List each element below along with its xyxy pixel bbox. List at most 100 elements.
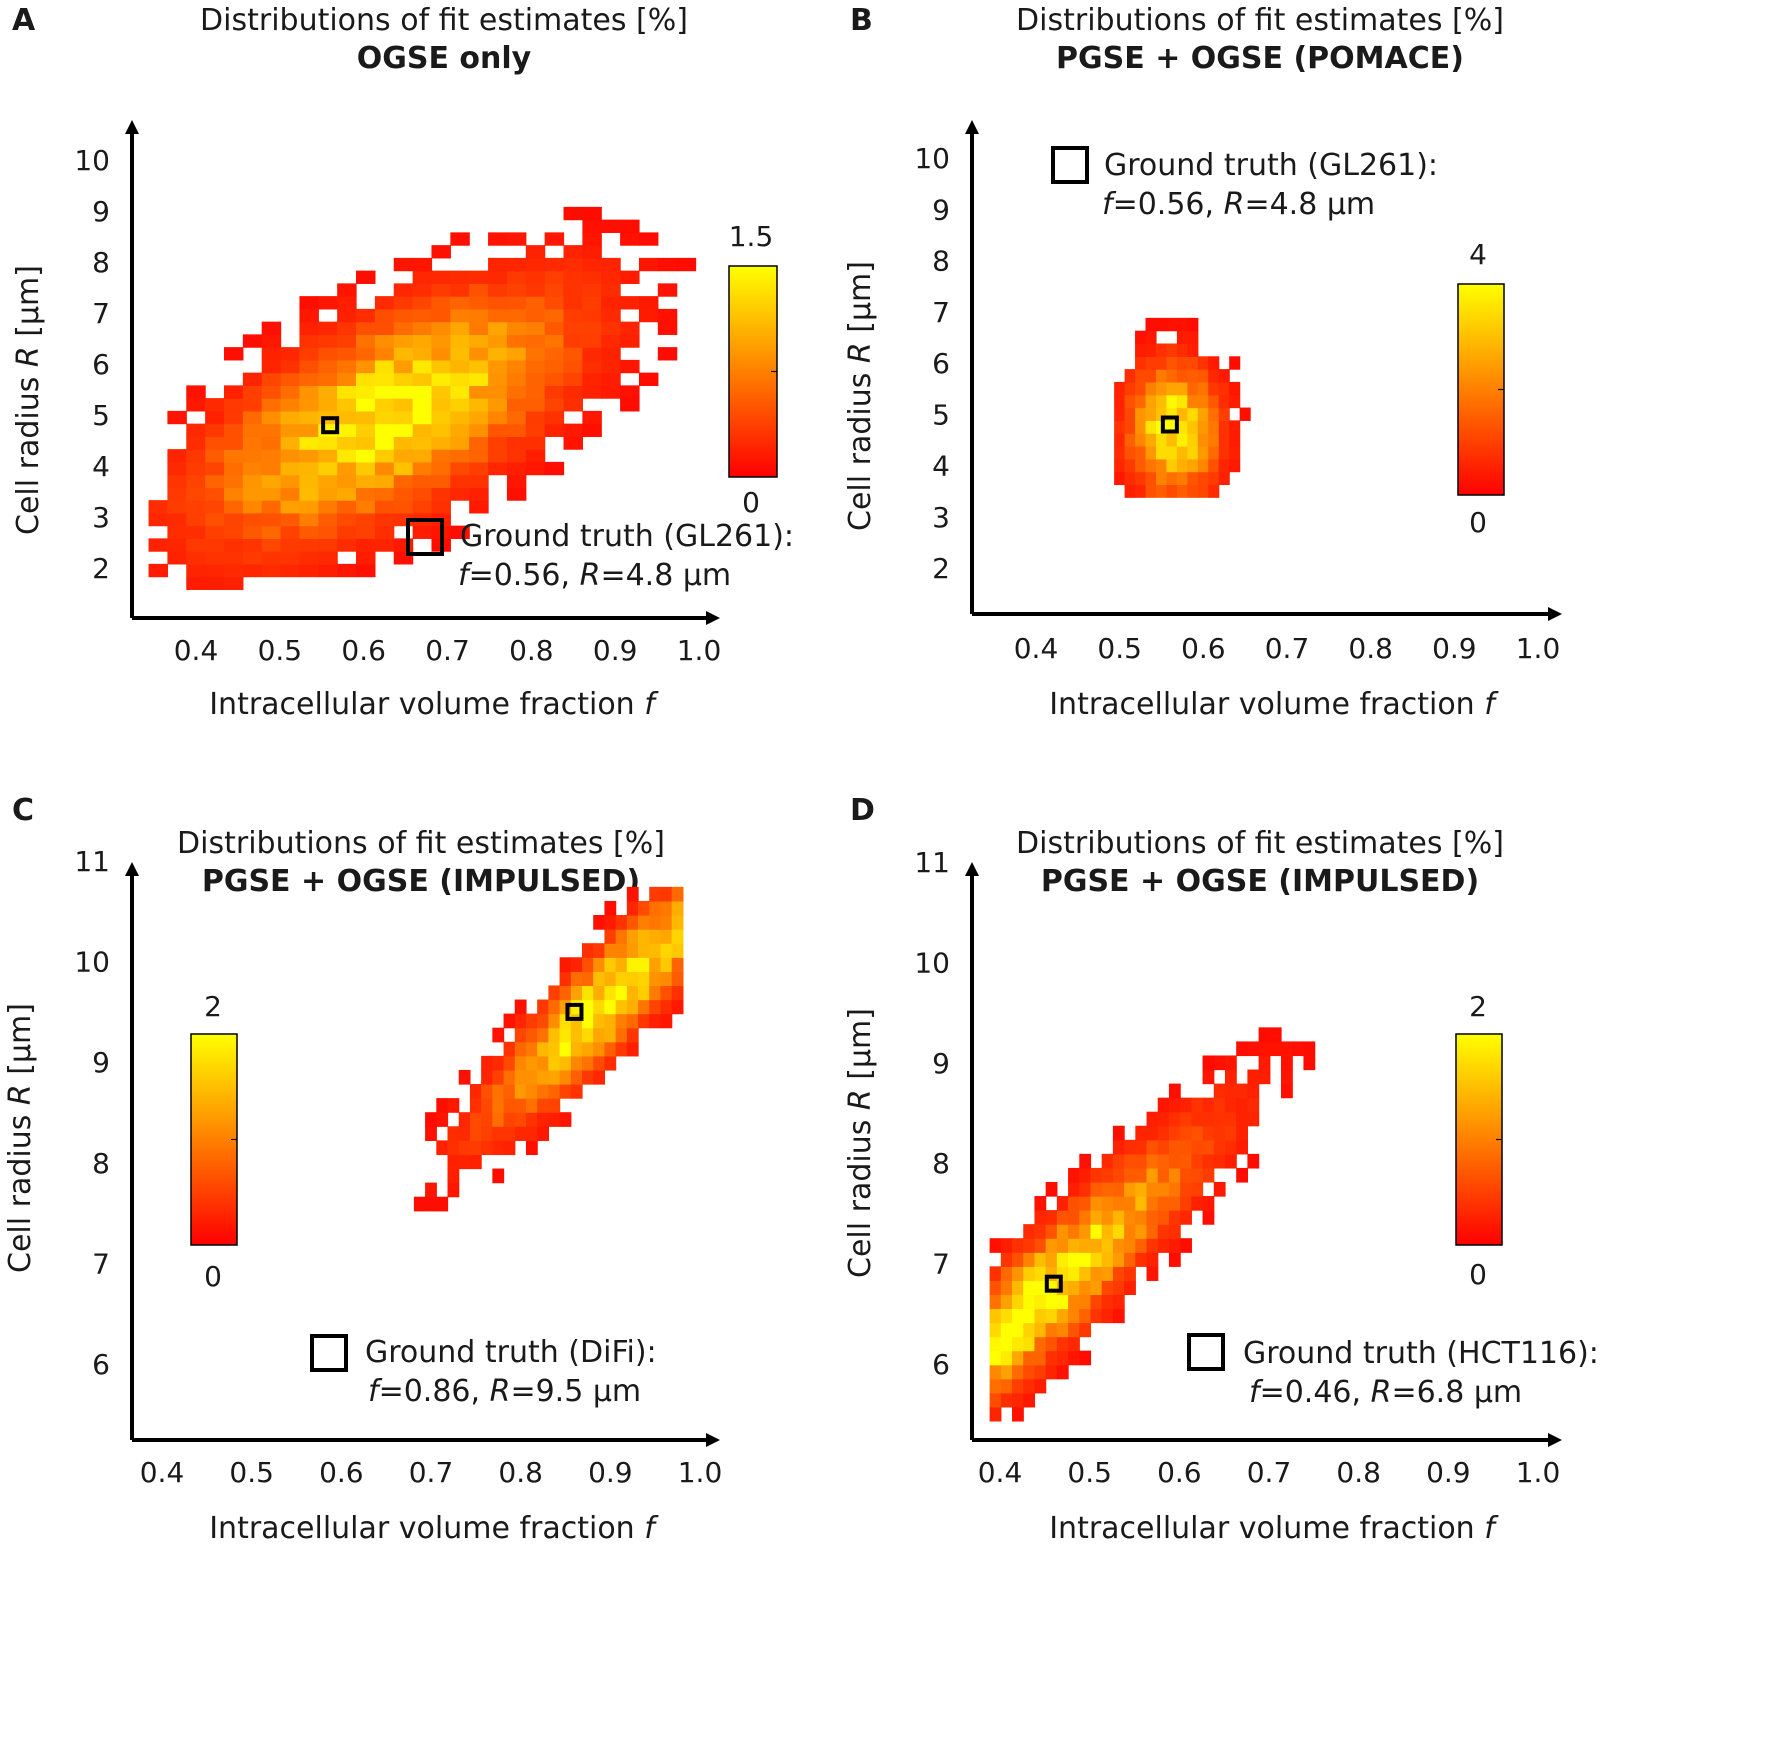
heatmap-cell xyxy=(559,1041,572,1057)
heatmap-cell xyxy=(1034,1224,1047,1239)
heatmap-cell xyxy=(638,943,650,958)
heatmap-cell xyxy=(1191,1196,1204,1211)
heatmap-cell xyxy=(657,347,678,361)
x-tick-label: 0.7 xyxy=(409,1456,454,1489)
y-tick-label: 9 xyxy=(932,1047,950,1080)
heatmap-cell xyxy=(261,525,282,539)
heatmap-cell xyxy=(374,423,395,437)
heatmap-cell xyxy=(488,449,508,463)
heatmap-cell xyxy=(638,915,650,930)
heatmap-cell xyxy=(544,257,565,272)
heatmap-cell xyxy=(1034,1378,1047,1394)
heatmap-cell xyxy=(1166,356,1178,370)
heatmap-cell xyxy=(638,999,650,1015)
heatmap-cell xyxy=(261,449,282,463)
heatmap-cell xyxy=(1157,1139,1170,1155)
heatmap-cell xyxy=(393,487,414,501)
legend-marker xyxy=(1051,146,1089,184)
heatmap-cell xyxy=(299,436,319,450)
heatmap-cell xyxy=(280,347,301,361)
heatmap-cell xyxy=(469,436,489,450)
heatmap-cell xyxy=(1068,1210,1080,1225)
heatmap-cell xyxy=(356,385,376,399)
heatmap-cell xyxy=(1166,471,1178,486)
heatmap-cell xyxy=(318,398,338,412)
heatmap-cell xyxy=(1146,1167,1159,1183)
y-axis-arrow xyxy=(965,862,979,876)
heatmap-cell xyxy=(548,1112,561,1127)
heatmap-cell xyxy=(1112,1252,1125,1267)
heatmap-cell xyxy=(506,487,527,501)
heatmap-cell xyxy=(431,436,451,450)
heatmap-cell xyxy=(1155,343,1168,357)
heatmap-cell xyxy=(989,1336,1002,1352)
heatmap-cell xyxy=(280,410,301,425)
heatmap-cell xyxy=(356,474,376,488)
heatmap-cell xyxy=(393,500,414,514)
heatmap-cell xyxy=(356,423,376,437)
heatmap-cell xyxy=(660,900,673,916)
heatmap-cell xyxy=(1168,1111,1181,1127)
heatmap-cell xyxy=(318,487,338,501)
x-tick-label: 0.9 xyxy=(593,634,638,667)
x-axis-label-text: Intracellular volume fraction xyxy=(1049,1511,1484,1546)
x-axis-symbol: f xyxy=(644,687,659,722)
heatmap-cell xyxy=(374,436,395,450)
heatmap-cell xyxy=(1157,1196,1170,1211)
heatmap-cell xyxy=(299,296,319,310)
heatmap-cell xyxy=(1000,1252,1013,1267)
heatmap-cell xyxy=(458,1069,471,1085)
heatmap-cell xyxy=(458,1126,471,1141)
heatmap-cell xyxy=(544,385,565,399)
heatmap-cell xyxy=(299,334,319,348)
heatmap-cell xyxy=(1000,1322,1013,1338)
heatmap-cell xyxy=(242,436,263,450)
heatmap-cell xyxy=(1114,445,1126,460)
heatmap-cell xyxy=(412,347,433,361)
heatmap-cell xyxy=(299,538,319,552)
heatmap-cell xyxy=(1218,471,1230,486)
heatmap-cell xyxy=(514,1055,527,1071)
heatmap-cell xyxy=(604,971,617,987)
x-tick-label: 0.8 xyxy=(498,1456,543,1489)
heatmap-cell xyxy=(1135,433,1147,447)
heatmap-cell xyxy=(506,334,527,348)
heatmap-cell xyxy=(1187,445,1199,460)
heatmap-cell xyxy=(261,347,282,361)
heatmap-cell xyxy=(337,372,357,386)
heatmap-cell xyxy=(601,347,621,361)
heatmap-cell xyxy=(601,321,621,335)
y-tick-label: 3 xyxy=(92,501,110,534)
heatmap-cell xyxy=(261,512,282,527)
heatmap-cell xyxy=(299,385,319,399)
heatmap-cell xyxy=(488,385,508,399)
heatmap-cell xyxy=(1180,1097,1192,1113)
heatmap-cell xyxy=(280,449,301,463)
heatmap-cell xyxy=(525,461,546,476)
heatmap-cell xyxy=(337,296,357,310)
heatmap-cell xyxy=(601,359,621,374)
heatmap-cell xyxy=(393,296,414,310)
heatmap-cell xyxy=(1124,1139,1136,1155)
heatmap-cell xyxy=(337,283,357,297)
heatmap-cell xyxy=(1034,1364,1047,1380)
heatmap-cell xyxy=(601,219,621,233)
heatmap-cell xyxy=(1124,471,1136,486)
heatmap-cell xyxy=(299,461,319,476)
heatmap-cell xyxy=(356,334,376,348)
heatmap-cell xyxy=(1045,1336,1058,1352)
x-axis-label: Intracellular volume fraction f xyxy=(209,687,659,722)
heatmap-cell xyxy=(374,372,395,386)
x-tick-label: 0.5 xyxy=(1067,1456,1112,1489)
heatmap-cell xyxy=(582,410,602,425)
heatmap-cell xyxy=(660,929,673,944)
heatmap-cell xyxy=(1124,407,1136,421)
heatmap-cell xyxy=(544,321,565,335)
heatmap-cell xyxy=(1213,1111,1226,1127)
colorbar-gradient xyxy=(1455,1033,1503,1246)
heatmap-cell xyxy=(431,410,451,425)
heatmap-cell xyxy=(601,385,621,399)
heatmap-cell xyxy=(1045,1252,1058,1267)
heatmap-cell xyxy=(1101,1294,1114,1310)
heatmap-cell xyxy=(1176,484,1188,498)
